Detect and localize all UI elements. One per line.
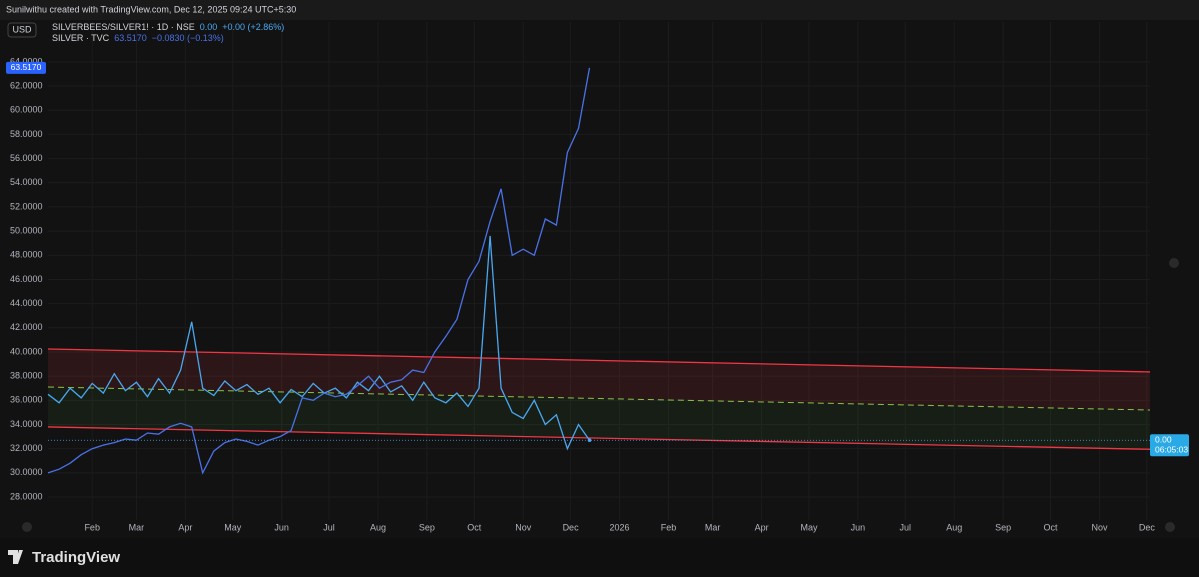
axes: 28.0000 30.0000 32.0000 34.0000 36.0000 38.00…: [10, 56, 1155, 532]
legend-part: SILVERBEES/SILVER1! · 1D · NSE: [52, 22, 195, 32]
y-tick-label: 56.0000: [10, 153, 43, 163]
legend-part: −0.0830 (−0.13%): [152, 33, 224, 43]
x-tick-label: May: [800, 522, 818, 532]
channel-middle: [47, 386, 1151, 411]
legend-entry: SILVER · TVC 63.5170 −0.0830 (−0.13%): [52, 33, 224, 43]
y-tick-label: 42.0000: [10, 322, 43, 332]
x-tick-label: Apr: [178, 522, 192, 532]
y-tick-label: 54.0000: [10, 177, 43, 187]
last-point: [587, 438, 592, 443]
ratio-tag-countdown: 06:05:03: [1155, 444, 1188, 454]
x-tick-label: Jul: [323, 522, 335, 532]
x-tick-label: May: [224, 522, 242, 532]
legend-entry: SILVERBEES/SILVER1! · 1D · NSE 0.00 +0.00 …: [52, 22, 284, 32]
x-tick-label: Aug: [946, 522, 962, 532]
x-tick-label: Jun: [274, 522, 289, 532]
channel-upper-fill: [48, 348, 1150, 411]
y-tick-label: 32.0000: [10, 443, 43, 453]
x-tick-label: Feb: [84, 522, 100, 532]
channel-lower: [47, 426, 1151, 450]
y-tick-label: 58.0000: [10, 129, 43, 139]
legend-part: 63.5170: [114, 33, 147, 43]
channel-upper: [47, 348, 1151, 373]
y-tick-label: 40.0000: [10, 346, 43, 356]
scale-button[interactable]: [1169, 258, 1179, 268]
series-line: [47, 67, 591, 475]
y-tick-label: 34.0000: [10, 419, 43, 429]
y-tick-label: 48.0000: [10, 250, 43, 260]
x-tick-label: Mar: [129, 522, 145, 532]
y-tick-label: 50.0000: [10, 225, 43, 235]
channel-lower-fill: [48, 387, 1150, 450]
y-tick-label: 44.0000: [10, 298, 43, 308]
logo-icon: [8, 550, 23, 564]
y-tick-label: 62.0000: [10, 80, 43, 90]
x-tick-label: Feb: [661, 522, 677, 532]
axis-button[interactable]: [22, 522, 32, 532]
y-tick-label: 52.0000: [10, 201, 43, 211]
legend: SILVERBEES/SILVER1! · 1D · NSE 0.00 +0.00 …: [52, 22, 284, 43]
y-tick-label: 64.0000: [10, 56, 43, 66]
x-tick-label: Mar: [705, 522, 721, 532]
x-tick-label: Jun: [851, 522, 866, 532]
settings-button[interactable]: [1165, 522, 1175, 532]
y-tick-label: 30.0000: [10, 467, 43, 477]
currency-button-label[interactable]: USD: [12, 24, 32, 34]
ratio-tag: [1150, 434, 1189, 457]
ratio-tag-value: 0.00: [1155, 434, 1172, 444]
x-tick-label: Dec: [1139, 522, 1156, 532]
x-tick-label: Apr: [755, 522, 769, 532]
lines: [47, 67, 1150, 475]
x-tick-label: Nov: [515, 522, 532, 532]
y-tick-label: 36.0000: [10, 395, 43, 405]
x-tick-label: 2026: [610, 522, 630, 532]
x-tick-label: Sep: [419, 522, 435, 532]
footer: [0, 538, 1199, 577]
x-tick-label: Aug: [370, 522, 386, 532]
logo-text: TradingView: [32, 549, 120, 566]
grid: [48, 22, 1150, 520]
x-tick-label: Jul: [900, 522, 912, 532]
x-tick-label: Sep: [995, 522, 1011, 532]
series-line: [47, 235, 591, 451]
legend-part: SILVER · TVC: [52, 33, 110, 43]
legend-part: +0.00 (+2.86%): [222, 22, 284, 32]
y-tick-label: 28.0000: [10, 491, 43, 501]
price-tag-label: 63.5170: [11, 62, 42, 72]
x-tick-label: Nov: [1091, 522, 1108, 532]
y-tick-label: 38.0000: [10, 371, 43, 381]
y-tick-label: 60.0000: [10, 105, 43, 115]
x-tick-label: Dec: [563, 522, 580, 532]
x-tick-label: Oct: [1044, 522, 1059, 532]
header-bar: [0, 0, 1199, 20]
channel: [47, 348, 1151, 450]
x-tick-label: Oct: [467, 522, 482, 532]
header-text: Sunilwithu created with TradingView.com,…: [6, 4, 296, 14]
y-tick-label: 46.0000: [10, 274, 43, 284]
price-tag: [6, 61, 46, 74]
currency-button[interactable]: [7, 22, 37, 38]
legend-part: 0.00: [200, 22, 218, 32]
